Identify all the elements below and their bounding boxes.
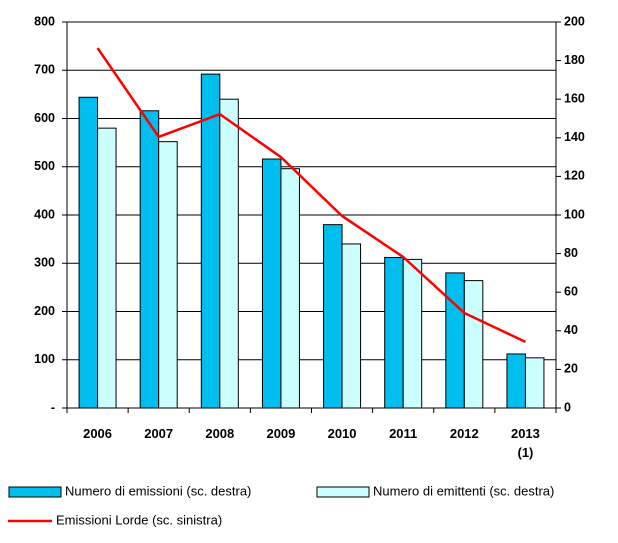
legend-label: Emissioni Lorde (sc. sinistra) xyxy=(56,512,222,527)
y2-tick-label: 180 xyxy=(564,53,585,67)
bar xyxy=(384,256,404,409)
bar xyxy=(78,96,99,409)
line xyxy=(96,47,526,344)
x-tick-label: 2009 xyxy=(266,426,296,441)
bar xyxy=(341,243,362,409)
y2-tick-label: 40 xyxy=(564,323,578,337)
bar xyxy=(158,141,178,409)
bar xyxy=(200,73,221,409)
legend-item: Numero di emittenti (sc. destra) xyxy=(316,483,554,498)
y2-tick-label: 80 xyxy=(564,246,578,260)
y2-tick-label: 100 xyxy=(564,207,585,221)
y2-tick-label: 0 xyxy=(564,400,571,414)
y2-tick-label: 200 xyxy=(564,14,585,28)
bar xyxy=(97,127,117,409)
bar xyxy=(261,158,282,409)
x-tick-label: 2011 xyxy=(389,426,418,441)
x-tick-label: 2013 (1) xyxy=(510,426,540,460)
y-tick-label: 300 xyxy=(34,256,55,270)
y2-tick-label: 60 xyxy=(564,284,578,298)
legend-label: Numero di emissioni (sc. destra) xyxy=(65,483,251,498)
bar xyxy=(280,168,300,409)
legend-swatch xyxy=(8,486,62,498)
x-tick-label: 2012 xyxy=(449,426,479,441)
y2-tick-label: 160 xyxy=(564,91,585,105)
y-tick-label: - xyxy=(51,400,55,414)
bar xyxy=(323,224,343,409)
y-tick-label: 800 xyxy=(34,14,55,28)
legend-item: Emissioni Lorde (sc. sinistra) xyxy=(8,512,222,527)
bar xyxy=(506,353,526,409)
x-tick-label: 2008 xyxy=(205,426,235,441)
x-tick-label: 2010 xyxy=(327,426,357,441)
y2-tick-label: 140 xyxy=(564,130,585,144)
y-tick-label: 400 xyxy=(34,207,55,221)
bar xyxy=(524,357,545,409)
bar xyxy=(402,258,423,409)
bar xyxy=(445,272,465,409)
y-tick-label: 500 xyxy=(34,159,55,173)
y-tick-label: 700 xyxy=(34,63,55,77)
y-tick-label: 600 xyxy=(34,111,55,125)
y2-tick-label: 120 xyxy=(564,169,585,183)
legend-swatch xyxy=(316,486,370,498)
y2-tick-label: 20 xyxy=(564,362,578,376)
legend-label: Numero di emittenti (sc. destra) xyxy=(373,483,554,498)
bar xyxy=(463,280,484,409)
legend-item: Numero di emissioni (sc. destra) xyxy=(8,483,251,498)
bar xyxy=(219,98,239,409)
y-tick-label: 200 xyxy=(34,304,55,318)
y-tick-label: 100 xyxy=(34,352,55,366)
x-tick-label: 2007 xyxy=(144,426,174,441)
x-tick-label: 2006 xyxy=(83,426,113,441)
bar xyxy=(139,110,160,409)
